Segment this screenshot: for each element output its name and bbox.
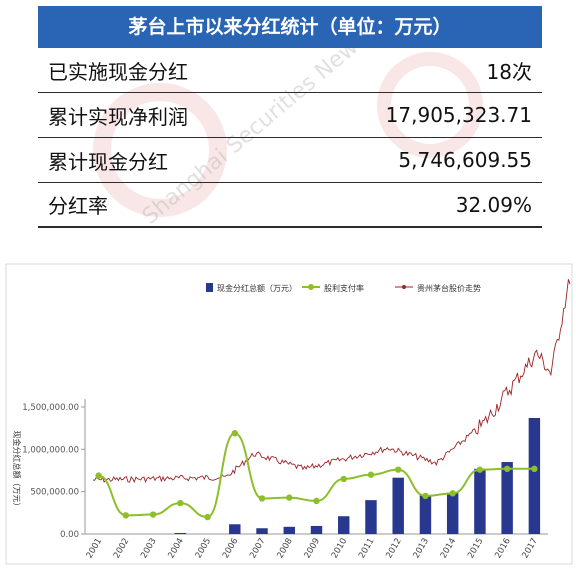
x-tick-label: 2012 bbox=[384, 537, 403, 561]
y-tick-label: 500,000.00 bbox=[30, 488, 79, 498]
price-trend-line bbox=[92, 279, 571, 484]
summary-row: 已实施现金分红 18次 bbox=[38, 48, 542, 93]
x-tick-label: 2005 bbox=[194, 537, 213, 561]
x-tick-label: 2008 bbox=[275, 537, 294, 561]
bar bbox=[419, 495, 432, 534]
legend-line-label: 股利支付率 bbox=[324, 283, 364, 293]
payout-point bbox=[503, 465, 511, 473]
summary-row-value: 18次 bbox=[486, 59, 532, 84]
bar bbox=[528, 418, 541, 534]
payout-point bbox=[367, 471, 375, 478]
summary-title: 茅台上市以来分红统计（单位：万元） bbox=[38, 6, 542, 48]
x-tick-label: 2007 bbox=[248, 537, 267, 561]
bar bbox=[501, 462, 513, 534]
payout-point bbox=[422, 492, 429, 500]
legend-bar-swatch bbox=[206, 283, 213, 292]
bar bbox=[365, 500, 377, 534]
summary-row-label: 分红率 bbox=[48, 194, 108, 218]
payout-point bbox=[395, 466, 402, 473]
summary-row-value: 32.09% bbox=[455, 192, 532, 217]
y-tick-label: 1,000,000.00 bbox=[22, 445, 79, 455]
bar bbox=[174, 532, 187, 534]
y-tick-label: 0.00 bbox=[60, 530, 79, 540]
dividend-summary-table: 茅台上市以来分红统计（单位：万元） 已实施现金分红 18次累计实现净利润 17,90… bbox=[38, 6, 542, 228]
payout-point bbox=[149, 511, 157, 518]
x-tick-label: 2006 bbox=[221, 537, 240, 561]
legend-price-dot bbox=[402, 285, 406, 289]
legend-bar-label: 现金分红总额（万元） bbox=[217, 283, 297, 293]
x-tick-label: 2003 bbox=[139, 537, 158, 561]
summary-row: 累计现金分红 5,746,609.55 bbox=[38, 138, 542, 183]
bar bbox=[474, 468, 486, 534]
x-tick-label: 2004 bbox=[166, 537, 185, 561]
bar bbox=[256, 528, 268, 534]
payout-point bbox=[340, 475, 347, 483]
payout-point bbox=[231, 430, 238, 437]
x-tick-label: 2015 bbox=[466, 537, 485, 561]
payout-point bbox=[531, 465, 538, 473]
payout-point bbox=[449, 490, 456, 497]
chart-frame bbox=[5, 263, 573, 565]
summary-row-label: 已实施现金分红 bbox=[48, 59, 188, 84]
bar bbox=[229, 524, 241, 534]
payout-point bbox=[204, 513, 211, 521]
payout-line bbox=[98, 432, 535, 519]
dividend-chart: 0.00 500,000.00 1,000,000.00 1,500,000.00 现金… bbox=[0, 262, 576, 570]
legend-line-dot bbox=[308, 284, 314, 290]
bar bbox=[283, 526, 295, 534]
bar bbox=[338, 516, 350, 534]
legend-price-label: 贵州茅台股价走势 bbox=[417, 283, 481, 293]
x-tick-label: 2002 bbox=[112, 537, 131, 561]
summary-row-value: 17,905,323.71 bbox=[385, 103, 532, 127]
x-tick-label: 2013 bbox=[412, 537, 431, 561]
summary-row-label: 累计实现净利润 bbox=[48, 104, 188, 129]
payout-point bbox=[476, 466, 484, 473]
payout-point bbox=[258, 495, 266, 502]
payout-point bbox=[122, 512, 130, 519]
bar bbox=[310, 525, 323, 534]
x-tick-label: 2001 bbox=[85, 537, 104, 561]
x-tick-label: 2017 bbox=[520, 537, 539, 561]
payout-point bbox=[313, 497, 320, 505]
x-tick-label: 2016 bbox=[493, 537, 512, 561]
summary-row: 分红率 32.09% bbox=[38, 183, 542, 228]
x-tick-label: 2009 bbox=[303, 537, 322, 561]
y-axis-title: 现金分红总额（万元） bbox=[12, 431, 22, 511]
summary-row-label: 累计现金分红 bbox=[48, 149, 168, 174]
x-tick-label: 2010 bbox=[330, 537, 349, 561]
payout-point bbox=[177, 499, 184, 507]
x-tick-label: 2014 bbox=[439, 537, 458, 561]
payout-point bbox=[95, 472, 102, 479]
payout-point bbox=[286, 494, 293, 501]
chart-svg: 0.00 500,000.00 1,000,000.00 1,500,000.00 现金… bbox=[5, 263, 573, 565]
bar bbox=[392, 477, 404, 534]
bar bbox=[446, 492, 459, 534]
summary-row: 累计实现净利润 17,905,323.71 bbox=[38, 93, 542, 138]
y-tick-label: 1,500,000.00 bbox=[22, 403, 79, 413]
summary-row-value: 5,746,609.55 bbox=[398, 148, 532, 172]
x-tick-label: 2011 bbox=[357, 537, 376, 561]
